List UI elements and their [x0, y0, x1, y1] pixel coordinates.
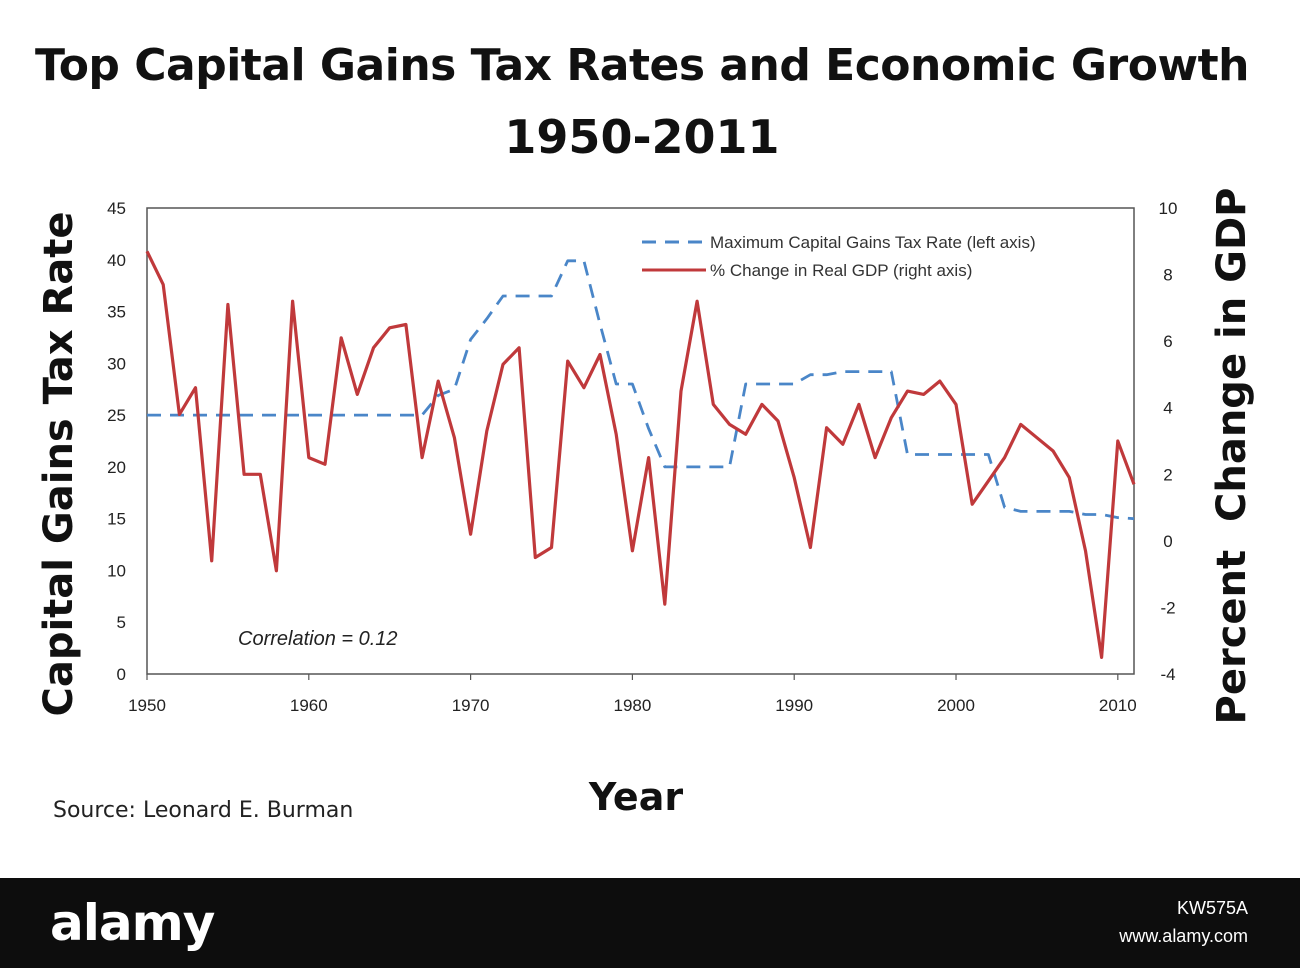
- y-tick-label-left: 20: [107, 458, 126, 477]
- x-tick-label: 2010: [1099, 696, 1137, 715]
- x-tick-label: 1970: [452, 696, 490, 715]
- chart-title: Top Capital Gains Tax Rates and Economic…: [35, 40, 1249, 91]
- y-tick-label-left: 0: [117, 665, 126, 684]
- chart: 0 5 10 15 20 25 30 35 40 45 -4 -2 0 2 4 6 8 10 1950 1960 1…: [36, 188, 1255, 725]
- correlation-annotation: Correlation = 0.12: [238, 628, 398, 650]
- x-axis-label: Year: [588, 775, 684, 819]
- gdp-change-series-line: [145, 250, 1136, 660]
- y-tick-label-left: 25: [107, 406, 126, 425]
- x-tick-label: 1980: [613, 696, 651, 715]
- alamy-logo: alamy: [50, 894, 215, 952]
- y-tick-label-right: -4: [1160, 665, 1175, 684]
- y-tick-label-right: -2: [1160, 598, 1175, 617]
- y-tick-label-right: 10: [1159, 199, 1178, 218]
- y-axis-label-right: Percent Change in GDP: [1209, 188, 1255, 725]
- y-tick-label-left: 15: [107, 510, 126, 529]
- y-tick-label-right: 6: [1163, 332, 1172, 351]
- y-tick-label-left: 10: [107, 561, 126, 580]
- watermark-footer: alamy KW575A www.alamy.com: [0, 878, 1300, 968]
- source-note: Source: Leonard E. Burman: [53, 798, 354, 823]
- y-tick-label-left: 30: [107, 354, 126, 373]
- chart-subtitle: 1950-2011: [504, 110, 780, 164]
- x-tick-label: 2000: [937, 696, 975, 715]
- legend: Maximum Capital Gains Tax Rate (left axi…: [642, 233, 1036, 280]
- legend-label-tax-rate: Maximum Capital Gains Tax Rate (left axi…: [710, 233, 1036, 252]
- x-tick-label: 1990: [775, 696, 813, 715]
- y-tick-label-left: 45: [107, 199, 126, 218]
- image-id: KW575A: [1176, 898, 1248, 918]
- y-tick-label-left: 35: [107, 303, 126, 322]
- x-tick-label: 1950: [128, 696, 166, 715]
- y-tick-label-right: 8: [1163, 266, 1172, 285]
- tax-rate-series-line: [147, 259, 1135, 521]
- y-tick-label-left: 5: [117, 613, 126, 632]
- y-tick-label-right: 4: [1163, 399, 1172, 418]
- y-tick-label-right: 2: [1163, 465, 1172, 484]
- plot-area: [146, 207, 1135, 675]
- y-tick-label-left: 40: [107, 251, 126, 270]
- legend-label-gdp: % Change in Real GDP (right axis): [710, 261, 972, 280]
- y-axis-label-left: Capital Gains Tax Rate: [36, 211, 82, 716]
- y-tick-label-right: 0: [1163, 532, 1172, 551]
- watermark-url: www.alamy.com: [1119, 926, 1248, 946]
- x-tick-label: 1960: [290, 696, 328, 715]
